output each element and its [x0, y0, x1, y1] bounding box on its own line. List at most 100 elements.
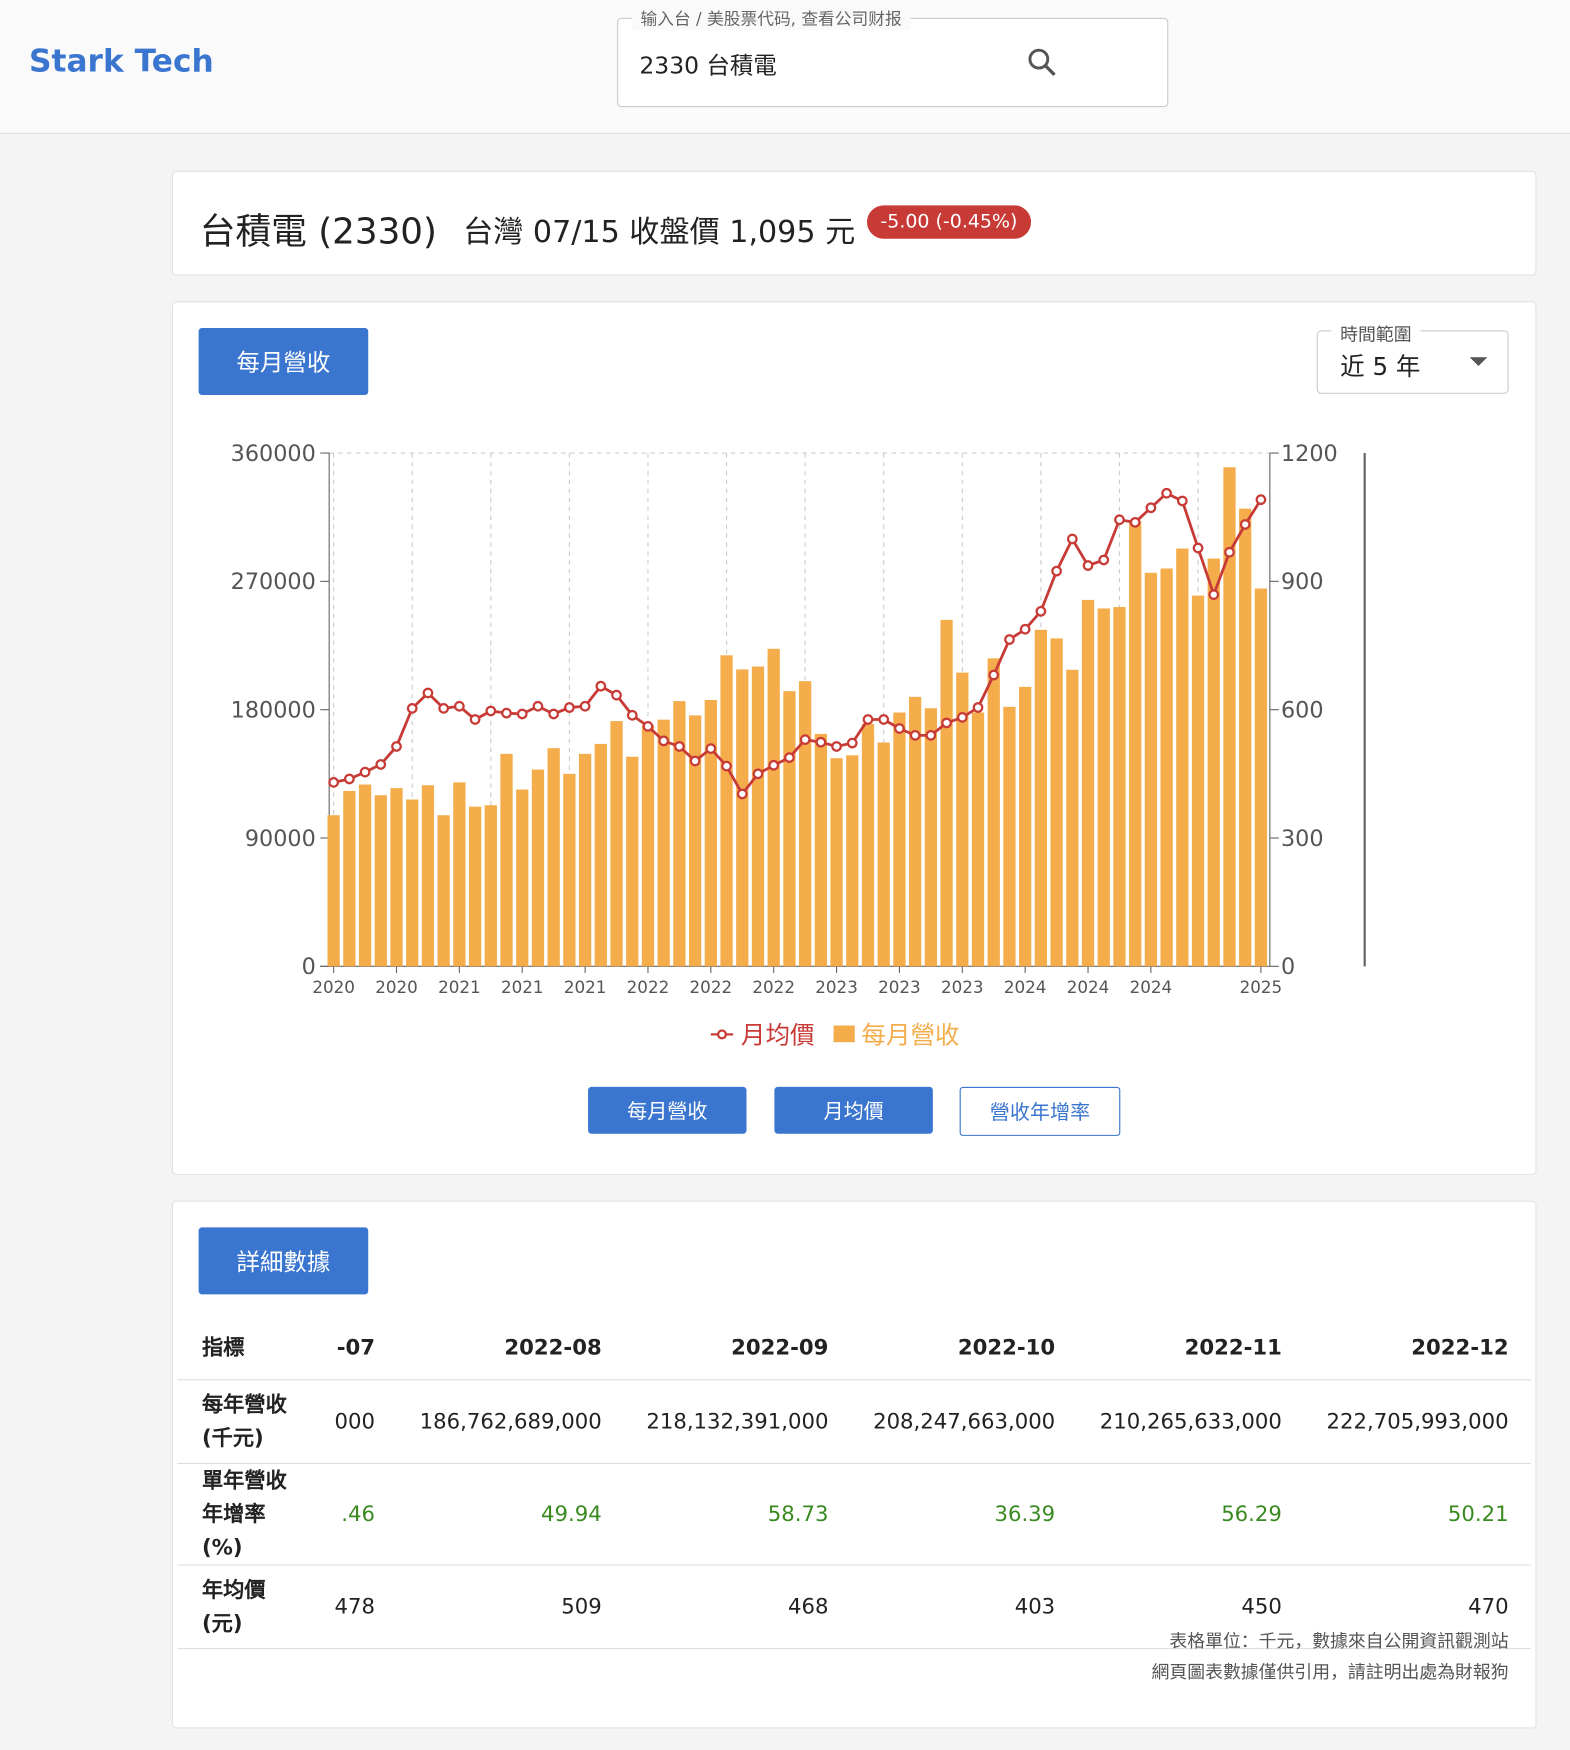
x-tick-label: 2022 — [627, 977, 670, 997]
table-cell: 58.73 — [624, 1463, 851, 1566]
table-cell: 218,132,391,000 — [624, 1379, 851, 1464]
point — [454, 700, 465, 712]
bar — [1050, 638, 1063, 967]
search-icon[interactable] — [1027, 47, 1058, 78]
table-cell: 470 — [1304, 1564, 1531, 1650]
bar — [484, 805, 497, 967]
bar — [657, 719, 670, 967]
point — [1082, 560, 1094, 571]
range-label: 時間範圍 — [1331, 319, 1421, 346]
point — [784, 752, 795, 763]
bar — [1081, 599, 1095, 967]
table-cell: 210,265,633,000 — [1077, 1379, 1305, 1464]
point — [469, 714, 481, 725]
y2-tick-label: 600 — [1281, 697, 1324, 723]
chart-button[interactable]: 每月營收 — [588, 1086, 747, 1134]
point — [1224, 546, 1235, 558]
bar — [1066, 669, 1079, 967]
table-cell: 509 — [397, 1564, 625, 1650]
x-tick-label: 2020 — [375, 977, 418, 997]
table-cell: 49.94 — [397, 1463, 625, 1566]
point — [846, 737, 858, 749]
range-select[interactable]: 時間範圍 近 5 年 — [1316, 319, 1509, 394]
bar — [830, 758, 843, 967]
bar — [468, 806, 482, 967]
point — [721, 760, 732, 772]
point — [1004, 634, 1015, 645]
point — [1208, 589, 1220, 600]
table-cell: .46 — [312, 1463, 398, 1566]
bar — [1176, 548, 1189, 967]
bar — [563, 773, 576, 967]
bar — [814, 733, 827, 967]
bar — [893, 712, 906, 967]
x-tick-label: 2021 — [501, 977, 544, 997]
table-row: 單年營收年增率 (%) .46 49.94 58.73 36.39 56.29 50.21 — [177, 1463, 1531, 1566]
point — [438, 703, 450, 714]
point — [1019, 623, 1031, 635]
point — [752, 768, 764, 780]
bar — [453, 782, 466, 967]
y-tick-label: 90000 — [245, 826, 316, 852]
bar — [437, 815, 450, 967]
table-cell: 年均價 (元) — [177, 1564, 313, 1650]
table-row: 年均價 (元) 478 509 468 403 450 470 — [177, 1564, 1531, 1650]
header-cell: 2022-08 — [397, 1316, 625, 1381]
bar — [971, 712, 985, 967]
header-cell: 2022-10 — [850, 1316, 1078, 1381]
bar — [578, 753, 592, 967]
x-tick-label: 2021 — [564, 977, 607, 997]
bar — [1160, 568, 1173, 967]
bar — [1019, 686, 1032, 967]
table-cell: 每年營收 (千元) — [177, 1379, 313, 1464]
point — [862, 714, 874, 725]
detail-tab[interactable]: 詳細數據 — [198, 1227, 369, 1295]
header-row: 指標 -07 2022-08 2022-09 2022-10 2022-11 2022-12 — [177, 1316, 1531, 1381]
chart-tab[interactable]: 每月營收 — [198, 328, 369, 396]
point — [799, 734, 811, 745]
chart-button[interactable]: 營收年增率 — [959, 1086, 1121, 1136]
header-cell: 2022-09 — [624, 1316, 851, 1381]
bar — [594, 743, 607, 967]
bar — [547, 748, 560, 967]
search-box[interactable]: 输入台 / 美股票代码, 查看公司财报 2330 台積電 — [617, 6, 1169, 108]
y-tick-label: 360000 — [231, 441, 316, 467]
legend-label: 月均價 — [741, 1020, 815, 1049]
logo[interactable]: Stark Tech — [29, 42, 214, 80]
x-tick-label: 2024 — [1067, 977, 1110, 997]
y2-tick-label: 1200 — [1281, 441, 1338, 467]
point — [1114, 514, 1125, 526]
x-tick-label: 2023 — [941, 977, 984, 997]
table-cell: 450 — [1077, 1564, 1305, 1650]
bar — [783, 691, 796, 967]
table-cell: 36.39 — [850, 1463, 1078, 1566]
bar — [327, 815, 340, 967]
bar — [736, 669, 749, 967]
point — [925, 729, 937, 741]
point — [422, 687, 434, 699]
bar — [767, 648, 780, 967]
point — [595, 680, 607, 692]
point — [1066, 533, 1078, 545]
point — [941, 717, 952, 729]
y-tick-label: 180000 — [231, 697, 316, 723]
bar — [531, 769, 545, 967]
point — [343, 773, 355, 785]
bar — [1239, 508, 1252, 967]
bar — [1003, 706, 1016, 967]
point — [1192, 542, 1204, 554]
point — [1035, 605, 1047, 617]
point — [626, 709, 638, 721]
bar — [751, 666, 765, 967]
point — [1145, 502, 1157, 514]
point — [878, 714, 890, 725]
chart-button[interactable]: 月均價 — [774, 1086, 933, 1134]
search-value: 2330 台積電 — [639, 52, 777, 80]
bar — [610, 721, 623, 967]
x-tick-label: 2023 — [815, 977, 858, 997]
point — [894, 723, 905, 734]
point — [1161, 487, 1172, 499]
bar — [688, 715, 702, 967]
bar — [516, 789, 529, 967]
dropdown-arrow — [1469, 357, 1488, 366]
